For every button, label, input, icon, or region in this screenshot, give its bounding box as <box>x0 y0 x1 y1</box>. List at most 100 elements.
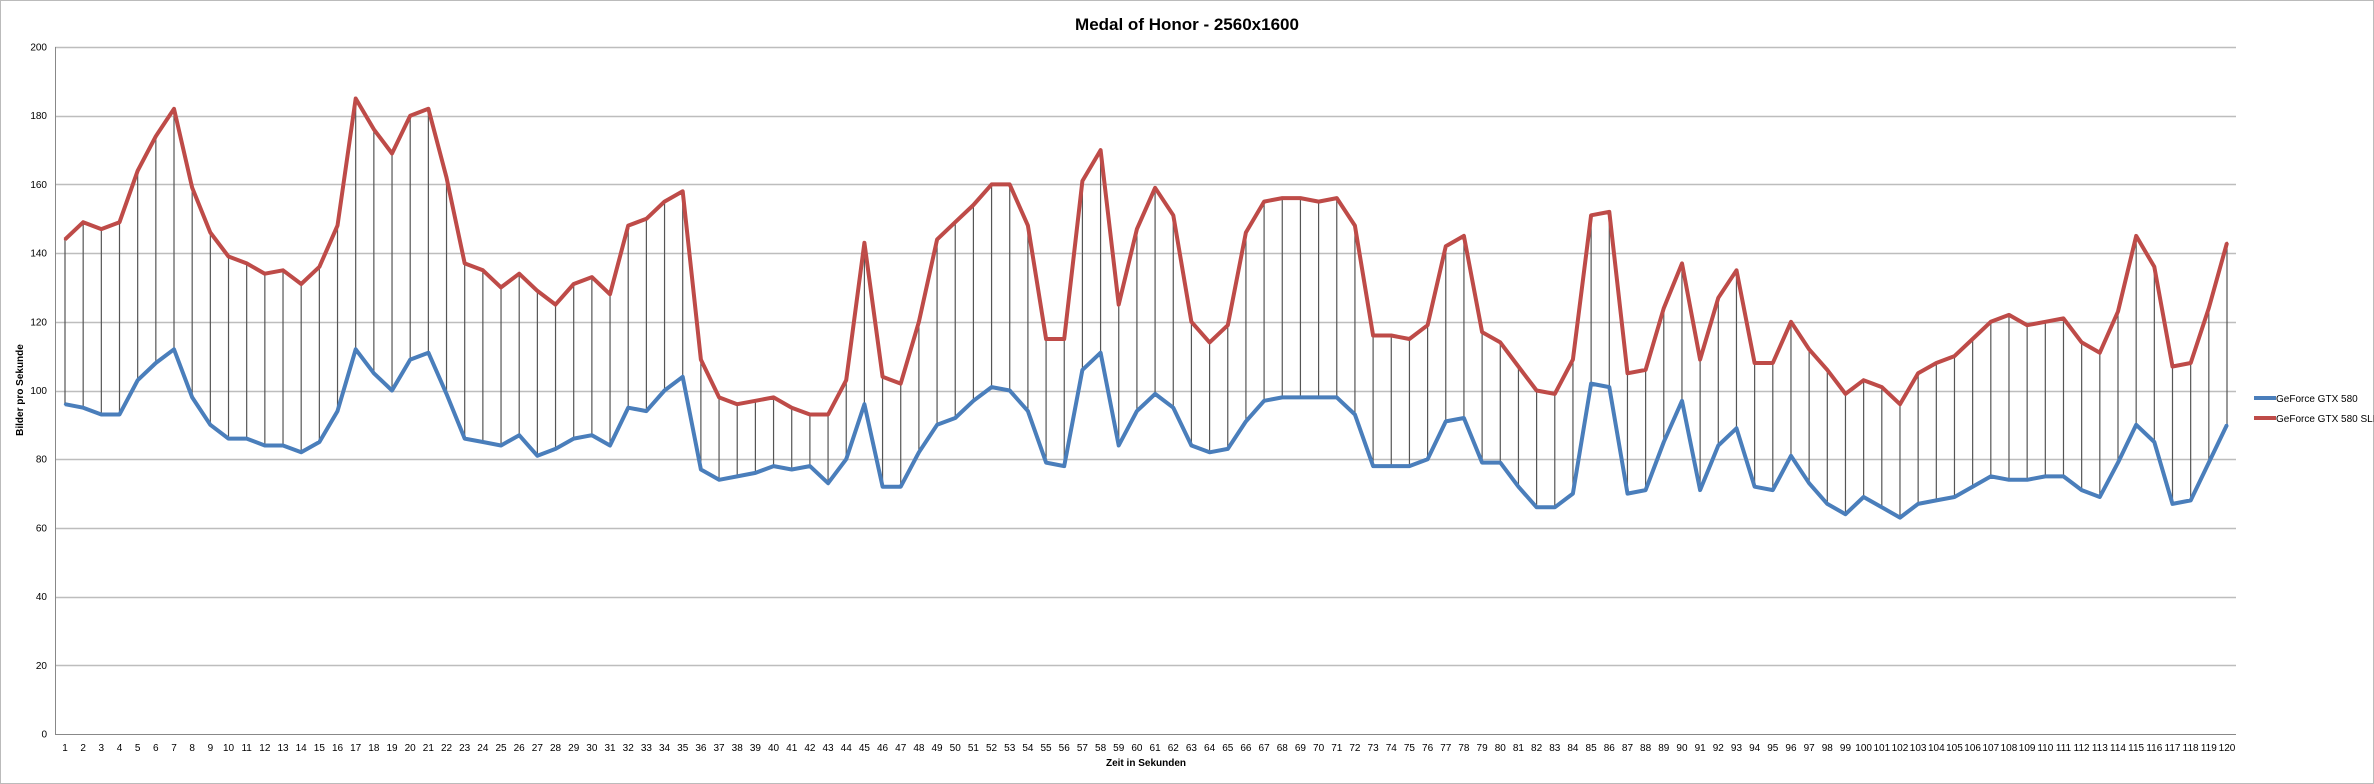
data-point <box>1608 385 1611 389</box>
x-tick-label: 46 <box>877 743 889 754</box>
data-point <box>518 433 521 437</box>
data-point <box>263 272 267 275</box>
data-point <box>136 378 139 382</box>
data-point <box>281 444 285 447</box>
data-point <box>1807 482 1811 485</box>
data-point <box>1626 492 1629 495</box>
data-point <box>445 392 448 396</box>
x-tick-label: 18 <box>368 743 380 754</box>
data-point <box>2189 361 2192 365</box>
data-point <box>1026 224 1030 227</box>
data-point <box>935 238 939 241</box>
x-tick-label: 78 <box>1458 743 1470 754</box>
data-point <box>1226 447 1229 451</box>
data-point <box>608 293 612 296</box>
data-point <box>899 382 902 385</box>
x-tick-label: 92 <box>1713 743 1725 754</box>
x-tick-label: 34 <box>659 743 671 754</box>
x-tick-label: 66 <box>1240 743 1252 754</box>
data-point <box>445 176 448 179</box>
data-point <box>1662 306 1665 310</box>
data-point <box>190 396 194 399</box>
x-tick-label: 74 <box>1386 743 1398 754</box>
data-point <box>518 272 521 275</box>
data-point <box>1190 320 1193 323</box>
data-point <box>1281 396 1284 399</box>
data-point <box>299 282 303 286</box>
x-tick-label: 45 <box>859 743 871 754</box>
data-point <box>209 231 212 234</box>
legend-label-gtx580: GeForce GTX 580 <box>2276 394 2358 405</box>
data-point <box>1480 330 1484 334</box>
data-point <box>1244 420 1248 423</box>
data-point <box>1935 499 1938 502</box>
data-point <box>1698 488 1702 492</box>
x-tick-label: 67 <box>1259 743 1271 754</box>
data-point <box>1916 372 1920 375</box>
data-point <box>790 406 793 409</box>
data-point <box>81 406 85 409</box>
data-point <box>1662 440 1665 444</box>
data-point <box>663 389 666 392</box>
y-tick-label: 60 <box>36 523 48 534</box>
data-point <box>354 97 357 100</box>
y-tick-label: 40 <box>36 592 48 603</box>
x-tick-label: 30 <box>586 743 598 754</box>
data-point <box>1281 196 1284 200</box>
x-tick-label: 111 <box>2056 743 2072 754</box>
data-point <box>1844 512 1847 516</box>
x-tick-label: 16 <box>332 743 344 754</box>
x-tick-label: 26 <box>514 743 526 754</box>
data-point <box>263 444 267 447</box>
data-point <box>1317 200 1320 203</box>
x-tick-label: 104 <box>1928 743 1945 754</box>
x-tick-label: 25 <box>495 743 507 754</box>
x-axis-ticks: 1 2 3 4 5 6 7 8 9 10 11 12 13 14 15 16 17 18 19 20 21 22 23 24 2… <box>62 743 2236 754</box>
x-tick-label: 42 <box>804 743 816 754</box>
data-point <box>1499 461 1502 464</box>
data-point <box>2007 478 2011 482</box>
x-axis-label: Zeit in Sekunden <box>1106 758 1186 769</box>
data-point <box>2189 499 2192 502</box>
data-point <box>1099 351 1102 354</box>
data-point <box>2116 461 2120 464</box>
x-tick-label: 39 <box>750 743 762 754</box>
x-tick-label: 11 <box>241 743 252 754</box>
data-point <box>554 303 557 306</box>
y-tick-label: 20 <box>36 661 48 672</box>
data-point <box>1135 227 1139 231</box>
data-point <box>1989 475 1993 478</box>
data-point <box>81 220 85 224</box>
x-tick-label: 93 <box>1731 743 1743 754</box>
data-point <box>63 238 67 241</box>
x-tick-label: 8 <box>189 743 195 754</box>
x-tick-label: 14 <box>296 743 308 754</box>
data-point <box>1262 200 1266 203</box>
data-point <box>245 262 248 265</box>
x-tick-label: 105 <box>1946 743 1963 754</box>
series-gtx580 <box>63 347 2229 520</box>
data-point <box>1844 392 1847 396</box>
x-tick-label: 17 <box>350 743 362 754</box>
x-tick-label: 41 <box>786 743 798 754</box>
x-tick-label: 57 <box>1077 743 1089 754</box>
x-tick-label: 1 <box>62 743 68 754</box>
data-point <box>408 358 412 361</box>
data-point <box>699 358 703 361</box>
data-point <box>1044 337 1048 341</box>
x-tick-label: 24 <box>477 743 489 754</box>
data-point <box>1953 495 1956 499</box>
x-tick-label: 77 <box>1440 743 1452 754</box>
data-point <box>318 265 321 269</box>
x-tick-label: 83 <box>1549 743 1561 754</box>
data-point <box>1553 392 1556 396</box>
data-point <box>2007 313 2011 317</box>
x-tick-label: 97 <box>1804 743 1816 754</box>
data-point <box>572 282 575 286</box>
data-point <box>1953 354 1956 358</box>
series-lines <box>63 96 2229 520</box>
data-point <box>2044 475 2047 478</box>
y-tick-label: 180 <box>30 111 47 122</box>
data-point <box>1517 365 1520 368</box>
data-point <box>1608 210 1611 214</box>
